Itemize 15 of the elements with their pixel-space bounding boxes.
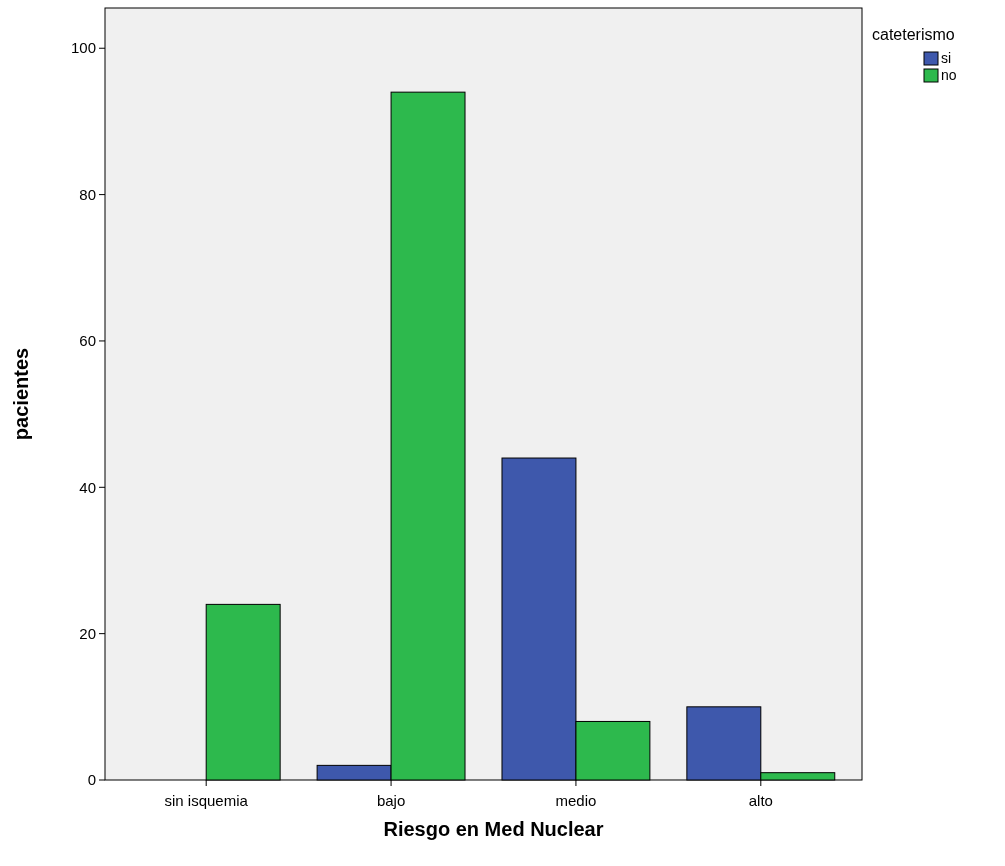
- y-tick-label: 0: [87, 771, 96, 789]
- y-tick-label: 20: [79, 624, 96, 642]
- y-tick-label: 100: [70, 39, 96, 57]
- y-axis-title: pacientes: [10, 347, 32, 441]
- x-tick-label: bajo: [376, 792, 406, 809]
- x-axis-title: Riesgo en Med Nuclear: [383, 818, 604, 840]
- x-tick-label: medio: [555, 792, 597, 809]
- x-tick-label: sin isquemia: [164, 792, 249, 809]
- x-tick-label: alto: [748, 792, 773, 809]
- y-tick-label: 60: [79, 332, 96, 350]
- y-tick-label: 80: [79, 185, 96, 203]
- y-tick-label: 40: [79, 478, 96, 496]
- legend-title: cateterismo: [872, 26, 955, 43]
- legend-label: si: [941, 50, 952, 66]
- legend-label: no: [941, 67, 957, 83]
